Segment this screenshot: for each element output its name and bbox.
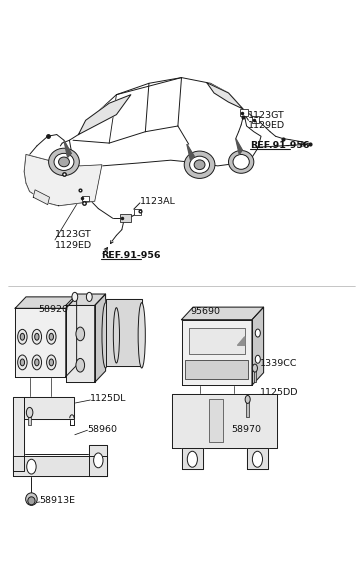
- Polygon shape: [89, 445, 107, 476]
- Polygon shape: [33, 190, 49, 204]
- Circle shape: [20, 359, 25, 366]
- Circle shape: [49, 359, 53, 366]
- Polygon shape: [24, 78, 261, 206]
- Ellipse shape: [26, 493, 37, 505]
- Text: REF.91-956: REF.91-956: [250, 142, 310, 150]
- Circle shape: [255, 329, 260, 337]
- Bar: [252, 116, 259, 123]
- Ellipse shape: [184, 151, 215, 178]
- Circle shape: [86, 292, 92, 301]
- Polygon shape: [207, 83, 243, 109]
- Polygon shape: [95, 294, 106, 383]
- Polygon shape: [78, 95, 131, 135]
- Bar: [185, 360, 248, 380]
- Polygon shape: [236, 139, 242, 155]
- Text: 1123AL: 1123AL: [140, 197, 176, 206]
- Circle shape: [49, 333, 53, 340]
- Polygon shape: [24, 397, 74, 419]
- Circle shape: [252, 364, 257, 372]
- Polygon shape: [172, 394, 277, 448]
- Polygon shape: [13, 397, 24, 471]
- Polygon shape: [182, 320, 252, 385]
- Ellipse shape: [189, 156, 209, 173]
- Polygon shape: [106, 299, 142, 365]
- Circle shape: [32, 329, 41, 344]
- Text: 58970: 58970: [231, 425, 261, 433]
- Circle shape: [32, 355, 41, 370]
- Circle shape: [20, 333, 25, 340]
- Polygon shape: [246, 448, 268, 469]
- Text: 1125DD: 1125DD: [260, 388, 299, 397]
- Polygon shape: [66, 294, 106, 305]
- Text: 1339CC: 1339CC: [260, 359, 298, 368]
- Circle shape: [35, 359, 39, 366]
- Ellipse shape: [49, 148, 79, 175]
- Text: 95690: 95690: [191, 307, 221, 316]
- Circle shape: [72, 292, 78, 301]
- Text: 58913E: 58913E: [40, 496, 76, 505]
- Bar: [82, 195, 89, 201]
- Circle shape: [27, 459, 36, 474]
- Text: 58920: 58920: [39, 305, 69, 314]
- Bar: [254, 368, 256, 383]
- Circle shape: [76, 359, 85, 372]
- Circle shape: [46, 355, 56, 370]
- Polygon shape: [15, 308, 66, 377]
- Polygon shape: [64, 140, 71, 158]
- Polygon shape: [13, 456, 107, 476]
- Polygon shape: [182, 307, 264, 320]
- Text: 1123GT
1129ED: 1123GT 1129ED: [248, 111, 286, 130]
- Polygon shape: [237, 337, 245, 345]
- Ellipse shape: [58, 157, 69, 167]
- Polygon shape: [187, 144, 194, 160]
- Circle shape: [46, 329, 56, 344]
- Bar: [134, 209, 141, 215]
- Ellipse shape: [54, 154, 74, 170]
- Polygon shape: [252, 307, 264, 385]
- Circle shape: [252, 451, 262, 467]
- Bar: [28, 412, 31, 425]
- Bar: [246, 400, 249, 416]
- Ellipse shape: [102, 303, 109, 368]
- Circle shape: [18, 355, 27, 370]
- Text: 1123GT
1129ED: 1123GT 1129ED: [55, 230, 92, 250]
- Polygon shape: [24, 155, 102, 206]
- Text: 1125DL: 1125DL: [90, 394, 127, 403]
- Circle shape: [245, 396, 250, 403]
- Circle shape: [35, 333, 39, 340]
- Bar: [120, 214, 131, 222]
- Bar: [240, 110, 248, 116]
- Ellipse shape: [194, 160, 205, 170]
- Ellipse shape: [28, 497, 35, 505]
- Circle shape: [18, 329, 27, 344]
- Circle shape: [26, 407, 33, 417]
- Bar: [189, 328, 245, 354]
- Polygon shape: [66, 305, 95, 383]
- Ellipse shape: [138, 303, 145, 368]
- Polygon shape: [15, 297, 77, 308]
- Circle shape: [94, 453, 103, 468]
- Bar: [209, 400, 223, 442]
- Ellipse shape: [233, 155, 249, 169]
- Circle shape: [187, 451, 197, 467]
- Polygon shape: [66, 297, 77, 377]
- Text: 58960: 58960: [87, 425, 118, 433]
- Circle shape: [76, 327, 85, 341]
- Circle shape: [255, 355, 260, 363]
- Ellipse shape: [229, 151, 254, 173]
- Text: REF.91-956: REF.91-956: [101, 251, 161, 260]
- Polygon shape: [182, 448, 203, 469]
